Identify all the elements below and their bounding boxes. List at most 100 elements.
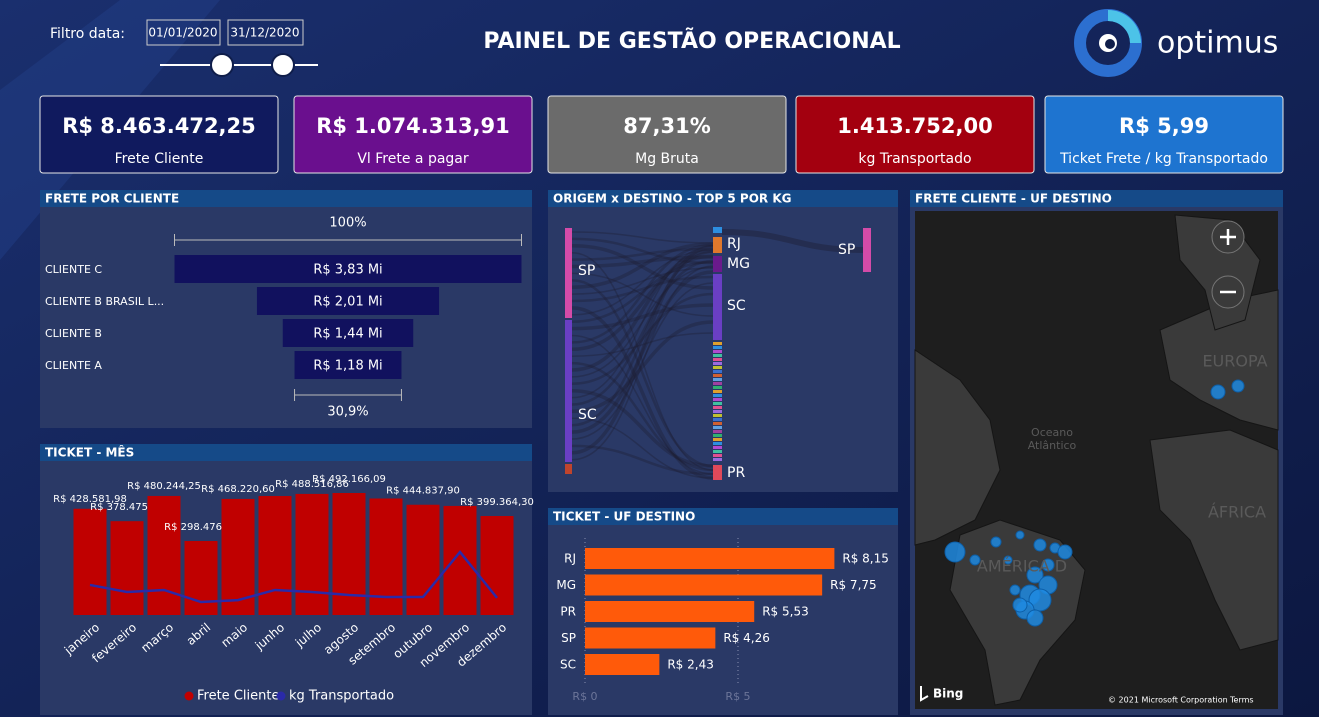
sankey-node: [713, 434, 722, 437]
legend-label: kg Transportado: [289, 689, 394, 704]
bar: [585, 574, 823, 596]
flow: [571, 270, 714, 434]
kpi-card: [293, 95, 533, 174]
funnel-category: CLIENTE B BRASIL L...: [45, 295, 164, 308]
date-end[interactable]: 31/12/2020: [230, 26, 299, 40]
kpi-value: 87,31%: [623, 114, 710, 138]
flow: [571, 249, 714, 316]
sankey-node: [713, 406, 722, 409]
date-box[interactable]: [146, 19, 221, 46]
map-bubble[interactable]: [1015, 530, 1025, 540]
sankey-node: [713, 465, 722, 480]
map-bubble[interactable]: [1028, 588, 1052, 612]
flow: [571, 361, 714, 472]
panel-header: [40, 190, 532, 207]
kpi-label: Mg Bruta: [635, 151, 699, 167]
kpi-label: kg Transportado: [858, 151, 971, 167]
sankey-node: [713, 386, 722, 389]
sankey-node: [565, 228, 572, 318]
flow: [571, 242, 714, 289]
map-bubble[interactable]: [1026, 609, 1044, 627]
map-bubble[interactable]: [1003, 555, 1013, 565]
zoom-icon[interactable]: [1220, 229, 1236, 245]
bar-value-label: R$ 399.364,30: [460, 497, 534, 508]
flow: [571, 237, 714, 265]
bar: [73, 508, 107, 615]
map-bubble[interactable]: [1041, 558, 1055, 572]
kpi-value: R$ 8.463.472,25: [62, 114, 256, 138]
sankey-node: [713, 454, 722, 457]
map-bubble[interactable]: [969, 554, 981, 566]
funnel-bracket: [294, 389, 402, 401]
bar: [184, 541, 218, 615]
sankey-node: [713, 274, 722, 340]
bar: [295, 493, 329, 615]
bar-value-label: R$ 378.475,53: [90, 502, 164, 513]
sankey-node: [713, 256, 722, 272]
bar: [585, 548, 835, 569]
sankey-node: [713, 430, 722, 433]
flow: [571, 275, 714, 303]
sankey-node: [713, 362, 722, 365]
slider-knob[interactable]: [210, 53, 234, 77]
bar-value-label: R$ 5,53: [762, 605, 809, 619]
sankey-node: [713, 366, 722, 369]
map-provider: Bing: [933, 687, 963, 701]
funnel-value-label: R$ 2,01 Mi: [313, 295, 382, 310]
map-terms[interactable]: Terms: [1229, 696, 1254, 705]
y-tick-label: MG: [556, 578, 576, 592]
map-bubble[interactable]: [1009, 584, 1021, 596]
kpi-card: [547, 95, 787, 174]
map-label: AMÉRICA D: [977, 557, 1067, 576]
map-bubble[interactable]: [944, 541, 966, 563]
page-title: PAINEL DE GESTÃO OPERACIONAL: [483, 28, 900, 54]
flow: [571, 272, 714, 317]
bar-value-label: R$ 428.581,98: [53, 494, 127, 505]
flow: [571, 417, 714, 479]
y-tick-label: RJ: [564, 552, 576, 566]
flow: [571, 306, 714, 480]
kpi-value: 1.413.752,00: [837, 114, 992, 138]
map-bubble[interactable]: [1033, 538, 1047, 552]
logo-arc: [1108, 10, 1141, 43]
sankey-node: [713, 342, 722, 345]
panel-header: [910, 190, 1283, 207]
flow: [571, 247, 714, 261]
bar: [585, 601, 755, 622]
date-box[interactable]: [227, 19, 304, 46]
bar: [406, 504, 440, 615]
map-bubble[interactable]: [1026, 566, 1044, 584]
flow: [571, 254, 714, 352]
panel-title: ORIGEM x DESTINO - TOP 5 POR KG: [553, 192, 791, 206]
flow: [571, 388, 714, 468]
sankey-label: SC: [727, 298, 746, 314]
bar: [585, 627, 716, 649]
sankey-node: [713, 358, 722, 361]
map-bubble[interactable]: [1057, 544, 1073, 560]
slider-knob[interactable]: [271, 53, 295, 77]
funnel-bracket: [174, 234, 522, 246]
panel-header: [548, 190, 898, 207]
funnel-category: CLIENTE B: [45, 327, 102, 340]
sankey-node: [863, 228, 871, 272]
bar: [480, 516, 514, 615]
map-bubble[interactable]: [1012, 597, 1028, 613]
line: [89, 550, 498, 604]
sankey-node: [713, 418, 722, 421]
sankey-label: PR: [727, 465, 745, 481]
map-bubble[interactable]: [990, 536, 1002, 548]
y-tick-label: SC: [560, 658, 576, 672]
sankey-node: [713, 422, 722, 425]
funnel-value-label: R$ 1,18 Mi: [313, 359, 382, 374]
funnel-percent: 100%: [329, 216, 366, 231]
panel: [548, 190, 898, 492]
sankey-node: [713, 458, 722, 461]
panel-header: [40, 444, 532, 461]
flow: [571, 251, 714, 471]
landmass: [1149, 429, 1279, 651]
map-bubble[interactable]: [1210, 384, 1226, 400]
map-bubble[interactable]: [1231, 379, 1245, 393]
flow: [571, 245, 714, 455]
date-start[interactable]: 01/01/2020: [148, 26, 217, 40]
